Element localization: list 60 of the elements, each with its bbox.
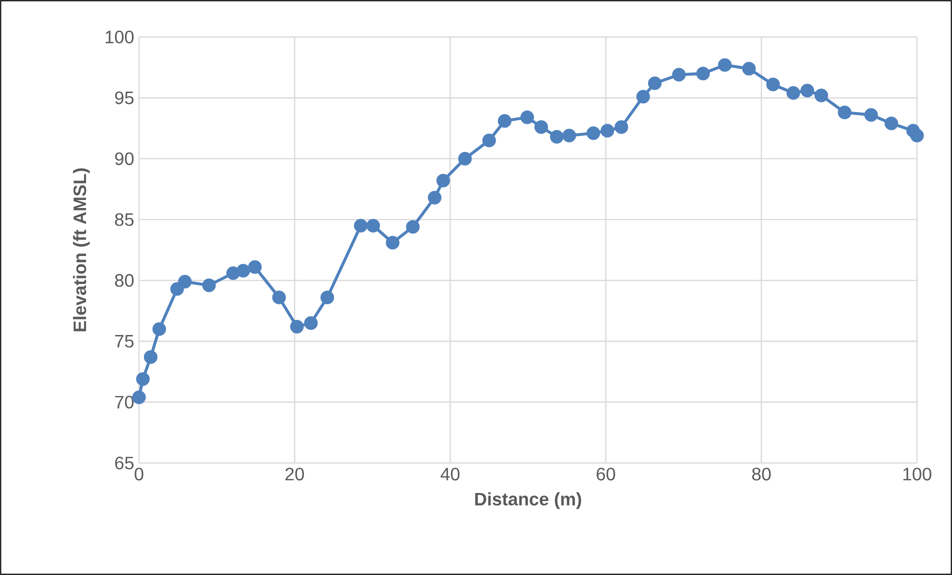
point	[406, 220, 420, 234]
point	[550, 130, 564, 144]
point	[600, 124, 614, 138]
x-tick-label: 100	[903, 468, 932, 480]
x-tick-label: 80	[752, 468, 771, 480]
point	[742, 62, 756, 76]
point	[534, 120, 548, 134]
point	[320, 290, 334, 304]
point	[910, 128, 924, 142]
point	[884, 116, 898, 130]
point	[482, 134, 496, 148]
point	[636, 90, 650, 104]
x-tick-label: 40	[440, 468, 460, 480]
point	[132, 390, 146, 404]
y-axis-title: Elevation (ft AMSL)	[72, 168, 90, 332]
point	[236, 264, 250, 278]
point	[814, 88, 828, 102]
point	[248, 260, 262, 274]
point	[586, 126, 600, 140]
point	[458, 152, 472, 166]
point	[864, 108, 878, 122]
y-tick-label: 65	[115, 456, 134, 470]
point	[304, 316, 318, 330]
point	[178, 274, 192, 288]
y-tick-label: 90	[115, 152, 134, 166]
point	[152, 322, 166, 336]
x-tick-label: 20	[285, 468, 304, 480]
y-tick-label: 100	[106, 30, 134, 44]
point	[144, 350, 158, 364]
y-tick-label: 75	[115, 335, 134, 348]
x-tick-label: 60	[596, 468, 616, 480]
point	[766, 78, 780, 92]
point	[436, 174, 450, 188]
point	[354, 218, 368, 232]
point	[226, 266, 240, 280]
point	[718, 58, 732, 72]
y-tick-label: 70	[115, 396, 134, 409]
point	[366, 218, 380, 232]
x-axis-title: Distance (m)	[475, 492, 582, 510]
point	[136, 372, 150, 386]
point	[648, 76, 662, 90]
point	[498, 114, 512, 128]
point	[614, 120, 628, 134]
point	[562, 128, 576, 142]
point	[800, 84, 814, 98]
y-tick-label: 85	[115, 213, 134, 226]
y-tick-label: 80	[115, 274, 134, 287]
point	[290, 320, 304, 334]
point	[202, 278, 216, 292]
y-tick-label: 95	[115, 91, 134, 104]
point	[272, 290, 286, 304]
point	[696, 66, 710, 80]
point	[838, 106, 852, 120]
point	[672, 68, 686, 82]
point	[520, 110, 534, 124]
point	[786, 86, 800, 100]
point	[386, 236, 400, 250]
point	[170, 282, 184, 296]
point	[428, 190, 442, 204]
x-tick-label: 0	[134, 468, 144, 480]
